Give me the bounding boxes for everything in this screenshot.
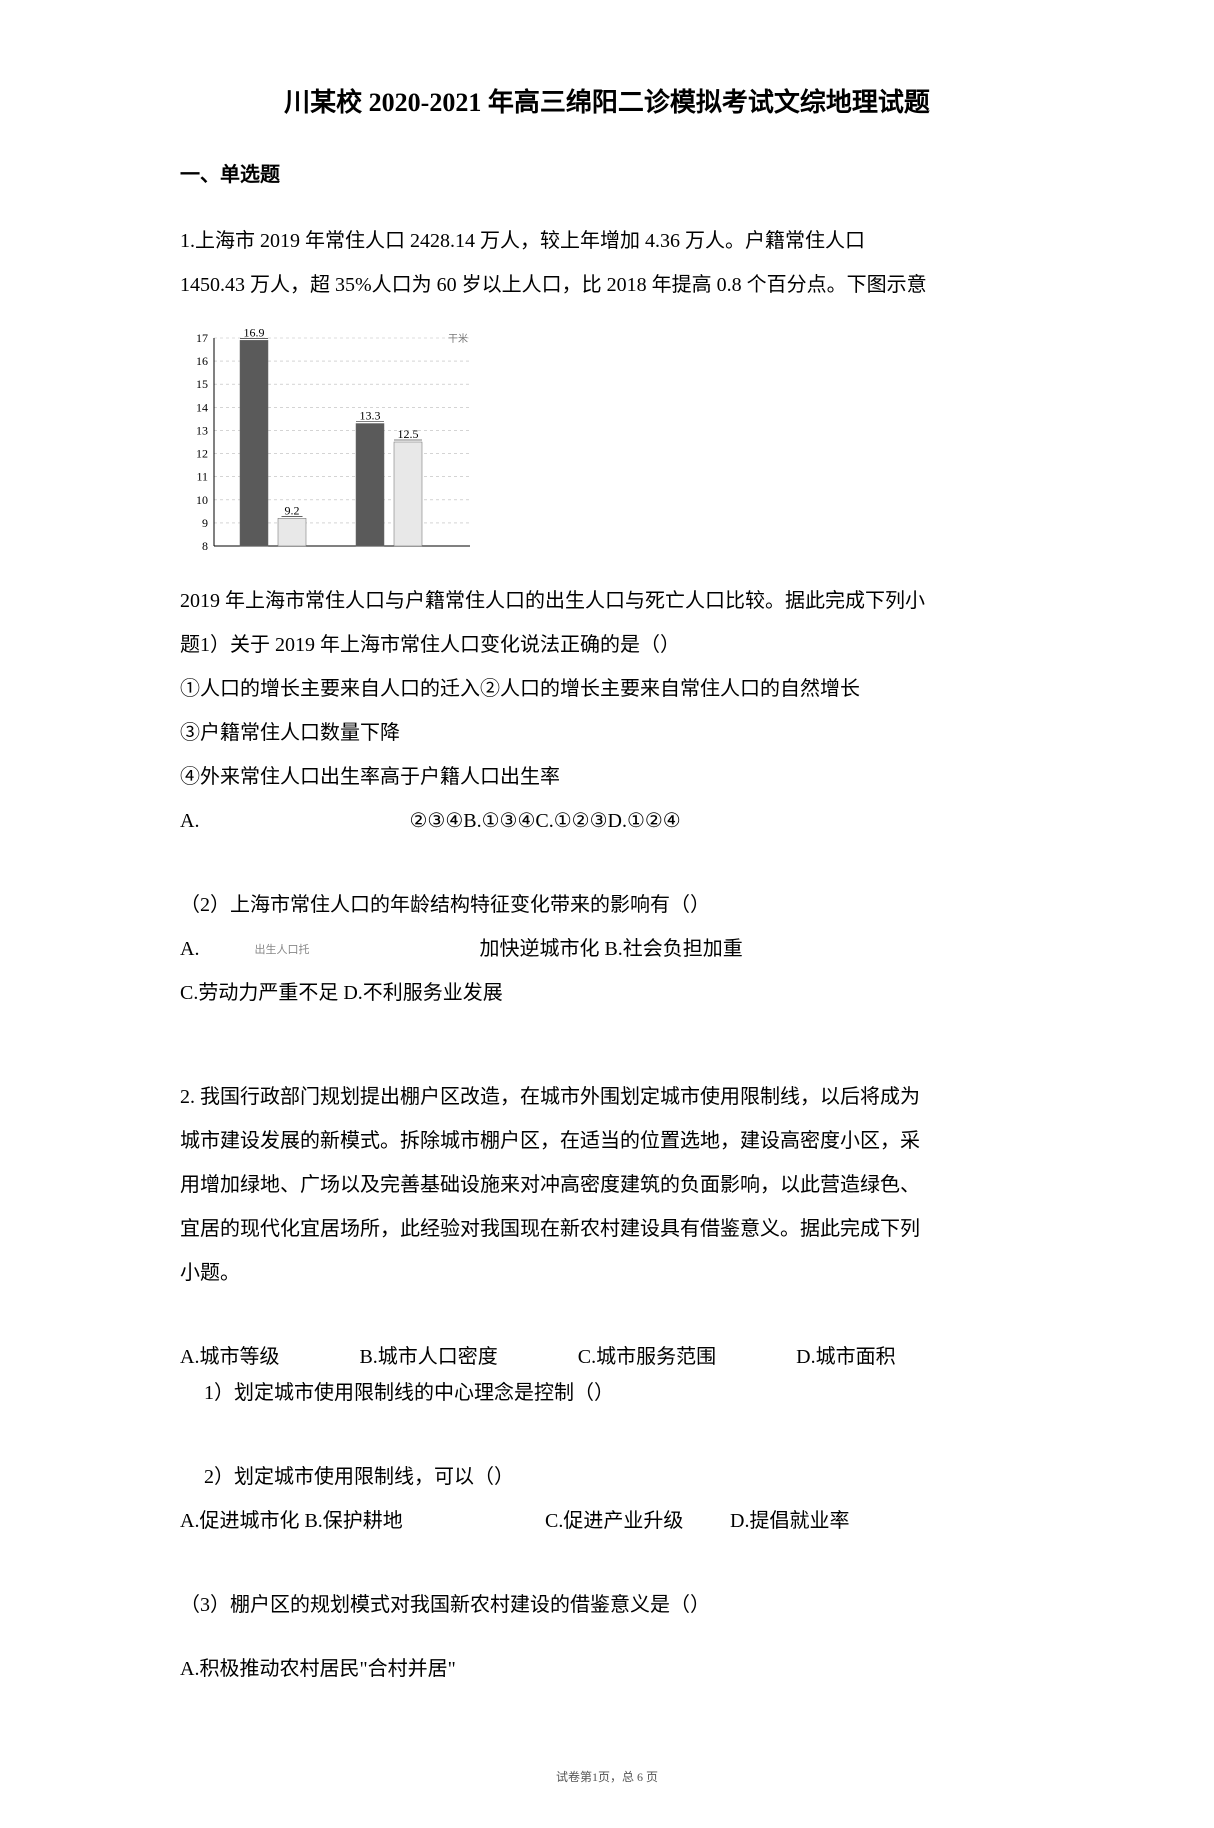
q1-intro-line2: 1450.43 万人，超 35%人口为 60 岁以上人口，比 2018 年提高 … <box>180 267 1034 303</box>
q2-opt-d: D.城市面积 <box>796 1339 895 1375</box>
q1-statement-1: ①人口的增长主要来自人口的迁入②人口的增长主要来自常住人口的自然增长 <box>180 671 1034 707</box>
bar-chart-svg: 8 9 10 11 12 13 14 15 16 17 16.9 9.2 13.3 12.5 干米 <box>180 328 480 558</box>
q1-sub2-line-c: C.劳动力严重不足 D.不利服务业发展 <box>180 975 1034 1011</box>
svg-text:10: 10 <box>196 493 208 507</box>
svg-text:8: 8 <box>202 539 208 553</box>
q2-sub2-a: A.促进城市化 B.保护耕地 <box>180 1503 540 1539</box>
q1-statement-3: ④外来常住人口出生率高于户籍人口出生率 <box>180 759 1034 795</box>
q2-intro-5: 小题。 <box>180 1255 1034 1291</box>
q2-sub2-d: D.提倡就业率 <box>730 1510 849 1532</box>
svg-text:16: 16 <box>196 354 208 368</box>
q2-intro-1: 2. 我国行政部门规划提出棚户区改造，在城市外围划定城市使用限制线，以后将成为 <box>180 1079 1034 1115</box>
q1-option-rest: ②③④B.①③④C.①②③D.①②④ <box>409 810 680 832</box>
q1-option-a-prefix: A. <box>180 810 199 832</box>
q1-bar-chart: 8 9 10 11 12 13 14 15 16 17 16.9 9.2 13.3 12.5 干米 <box>180 328 1034 558</box>
q2-sub3: （3）棚户区的规划模式对我国新农村建设的借鉴意义是（） <box>180 1587 1034 1623</box>
svg-text:9.2: 9.2 <box>285 503 300 517</box>
q1-sub2-a-rest: 加快逆城市化 B.社会负担加重 <box>479 938 742 960</box>
q2-opt-a: A.城市等级 <box>180 1339 279 1375</box>
page-footer: 试卷第1页，总 6 页 <box>180 1767 1034 1789</box>
q1-after-chart-1: 2019 年上海市常住人口与户籍常住人口的出生人口与死亡人口比较。据此完成下列小 <box>180 583 1034 619</box>
svg-text:16.9: 16.9 <box>244 328 265 339</box>
section-heading: 一、单选题 <box>180 157 1034 193</box>
svg-text:17: 17 <box>196 331 208 345</box>
q2-sub1: 1）划定城市使用限制线的中心理念是控制（） <box>180 1375 1034 1411</box>
q2-opt-c: C.城市服务范围 <box>578 1339 716 1375</box>
svg-text:9: 9 <box>202 516 208 530</box>
q1-sub2: （2）上海市常住人口的年龄结构特征变化带来的影响有（） <box>180 887 1034 923</box>
q2-sub3-a: A.积极推动农村居民"合村并居" <box>180 1651 1034 1687</box>
q1-options: A. ②③④B.①③④C.①②③D.①②④ <box>180 803 1034 839</box>
q1-sub2-annotation: 出生人口托 <box>254 944 309 956</box>
q2-sub2: 2）划定城市使用限制线，可以（） <box>180 1459 1034 1495</box>
svg-text:12: 12 <box>196 446 208 460</box>
svg-text:12.5: 12.5 <box>398 427 419 441</box>
svg-text:13.3: 13.3 <box>360 408 381 422</box>
q2-intro-2: 城市建设发展的新模式。拆除城市棚户区，在适当的位置选地，建设高密度小区，采 <box>180 1123 1034 1159</box>
svg-text:15: 15 <box>196 377 208 391</box>
q2-opt-b: B.城市人口密度 <box>359 1339 497 1375</box>
q1-statement-2: ③户籍常住人口数量下降 <box>180 715 1034 751</box>
q1-sub2-a-prefix: A. <box>180 938 199 960</box>
q2-intro-3: 用增加绿地、广场以及完善基础设施来对冲高密度建筑的负面影响，以此营造绿色、 <box>180 1167 1034 1203</box>
page-title: 川某校 2020-2021 年高三绵阳二诊模拟考试文综地理试题 <box>180 80 1034 127</box>
svg-text:干米: 干米 <box>448 332 468 345</box>
q1-intro-line1: 1.上海市 2019 年常住人口 2428.14 万人，较上年增加 4.36 万… <box>180 223 1034 259</box>
q1-sub2-line-a: A. 出生人口托 加快逆城市化 B.社会负担加重 <box>180 931 1034 967</box>
q2-options-row: A.城市等级 B.城市人口密度 C.城市服务范围 D.城市面积 <box>180 1339 1034 1375</box>
svg-text:11: 11 <box>196 469 208 483</box>
q2-intro-4: 宜居的现代化宜居场所，此经验对我国现在新农村建设具有借鉴意义。据此完成下列 <box>180 1211 1034 1247</box>
q2-sub2-opts: A.促进城市化 B.保护耕地 C.促进产业升级 D.提倡就业率 <box>180 1503 1034 1539</box>
q1-after-chart-2: 题1）关于 2019 年上海市常住人口变化说法正确的是（） <box>180 627 1034 663</box>
svg-text:13: 13 <box>196 423 208 437</box>
q1-sub2-c: C.劳动力严重不足 D.不利服务业发展 <box>180 982 503 1004</box>
svg-text:14: 14 <box>196 400 208 414</box>
q2-sub2-c: C.促进产业升级 <box>545 1503 725 1539</box>
